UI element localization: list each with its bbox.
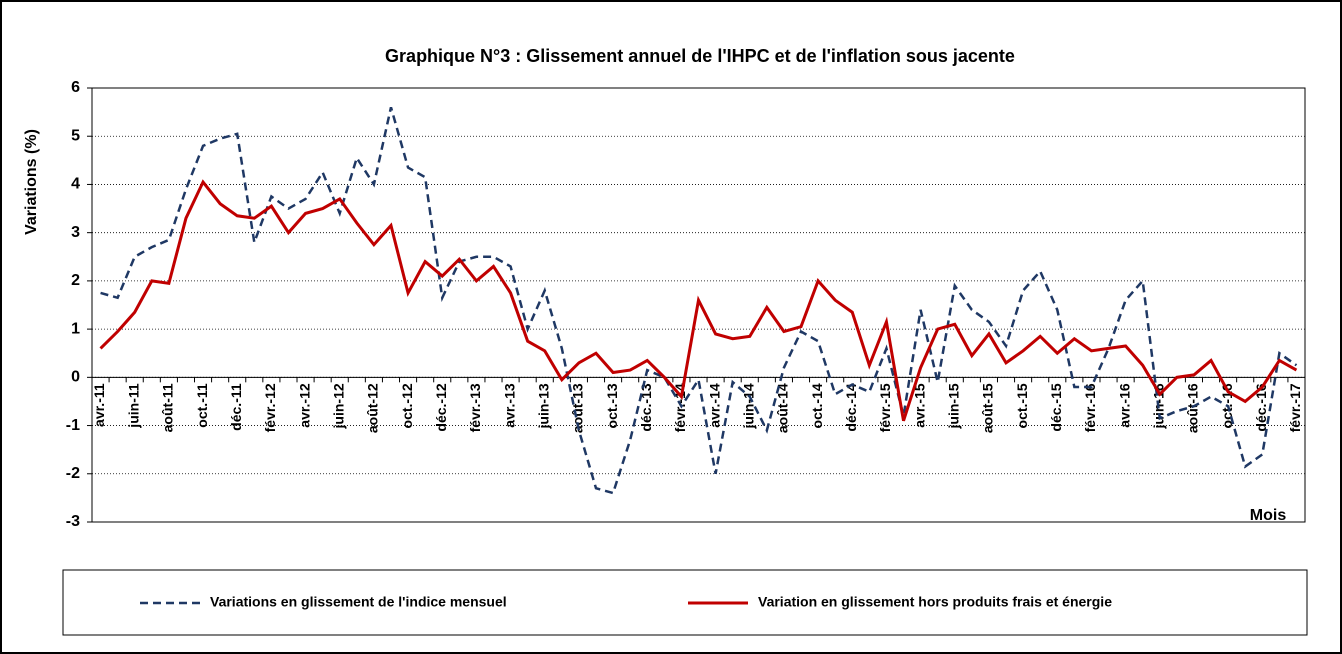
y-tick-label: -2 bbox=[66, 465, 80, 482]
x-tick-label: oct.-15 bbox=[1014, 383, 1030, 428]
x-tick-label: déc.-16 bbox=[1253, 383, 1269, 431]
x-tick-label: avr.-14 bbox=[706, 383, 722, 428]
y-tick-label: -1 bbox=[66, 417, 80, 434]
x-tick-label: déc.-11 bbox=[228, 383, 244, 431]
legend-label: Variations en glissement de l'indice men… bbox=[210, 594, 507, 610]
y-tick-label: 4 bbox=[71, 176, 80, 193]
x-tick-label: févr.-17 bbox=[1287, 383, 1303, 432]
y-tick-label: 2 bbox=[71, 272, 80, 289]
x-tick-label: août-11 bbox=[160, 383, 176, 432]
legend-box bbox=[62, 569, 1308, 636]
y-tick-label: 6 bbox=[71, 79, 80, 96]
y-axis-label: Variations (%) bbox=[23, 129, 40, 235]
x-tick-label: avr.-16 bbox=[1116, 383, 1132, 428]
x-axis-label: Mois bbox=[1250, 507, 1287, 524]
legend-label: Variation en glissement hors produits fr… bbox=[758, 594, 1112, 610]
x-tick-label: déc.-12 bbox=[433, 383, 449, 431]
x-tick-label: févr.-12 bbox=[262, 383, 278, 432]
x-tick-label: juin-12 bbox=[330, 383, 346, 429]
x-tick-label: août-14 bbox=[775, 383, 791, 433]
y-tick-label: 3 bbox=[71, 224, 80, 241]
x-tick-label: févr.-16 bbox=[1082, 383, 1098, 432]
x-tick-label: oct.-14 bbox=[809, 383, 825, 428]
y-tick-label: 0 bbox=[71, 369, 80, 386]
x-tick-label: août-12 bbox=[365, 383, 381, 433]
x-tick-label: avr.-11 bbox=[91, 383, 107, 427]
plot-border bbox=[91, 87, 1306, 523]
x-tick-label: juin-14 bbox=[740, 383, 756, 429]
x-tick-label: avr.-12 bbox=[296, 383, 312, 428]
x-tick-label: juin-13 bbox=[535, 383, 551, 429]
series-line bbox=[99, 179, 1298, 422]
x-tick-label: avr.-15 bbox=[911, 383, 927, 428]
x-tick-label: août-16 bbox=[1185, 383, 1201, 433]
x-tick-label: déc.-14 bbox=[843, 383, 859, 431]
x-tick-label: déc.-13 bbox=[638, 383, 654, 431]
y-tick-label: 5 bbox=[71, 127, 80, 144]
x-tick-label: févr.-15 bbox=[877, 383, 893, 432]
x-tick-label: oct.-11 bbox=[194, 383, 210, 428]
x-tick-label: août-15 bbox=[980, 383, 996, 433]
series-line bbox=[100, 106, 1298, 495]
x-tick-label: déc.-15 bbox=[1048, 383, 1064, 431]
x-tick-label: juin-11 bbox=[125, 383, 141, 429]
y-tick-label: 1 bbox=[71, 320, 80, 337]
x-tick-label: juin-15 bbox=[945, 383, 961, 429]
y-tick-label: -3 bbox=[66, 513, 80, 530]
x-tick-label: févr.-13 bbox=[467, 383, 483, 432]
x-tick-label: avr.-13 bbox=[501, 383, 517, 428]
x-tick-label: oct.-13 bbox=[604, 383, 620, 428]
x-tick-label: août-13 bbox=[570, 383, 586, 433]
chart-title: Graphique N°3 : Glissement annuel de l'I… bbox=[385, 46, 1015, 66]
x-tick-label: oct.-12 bbox=[399, 383, 415, 428]
